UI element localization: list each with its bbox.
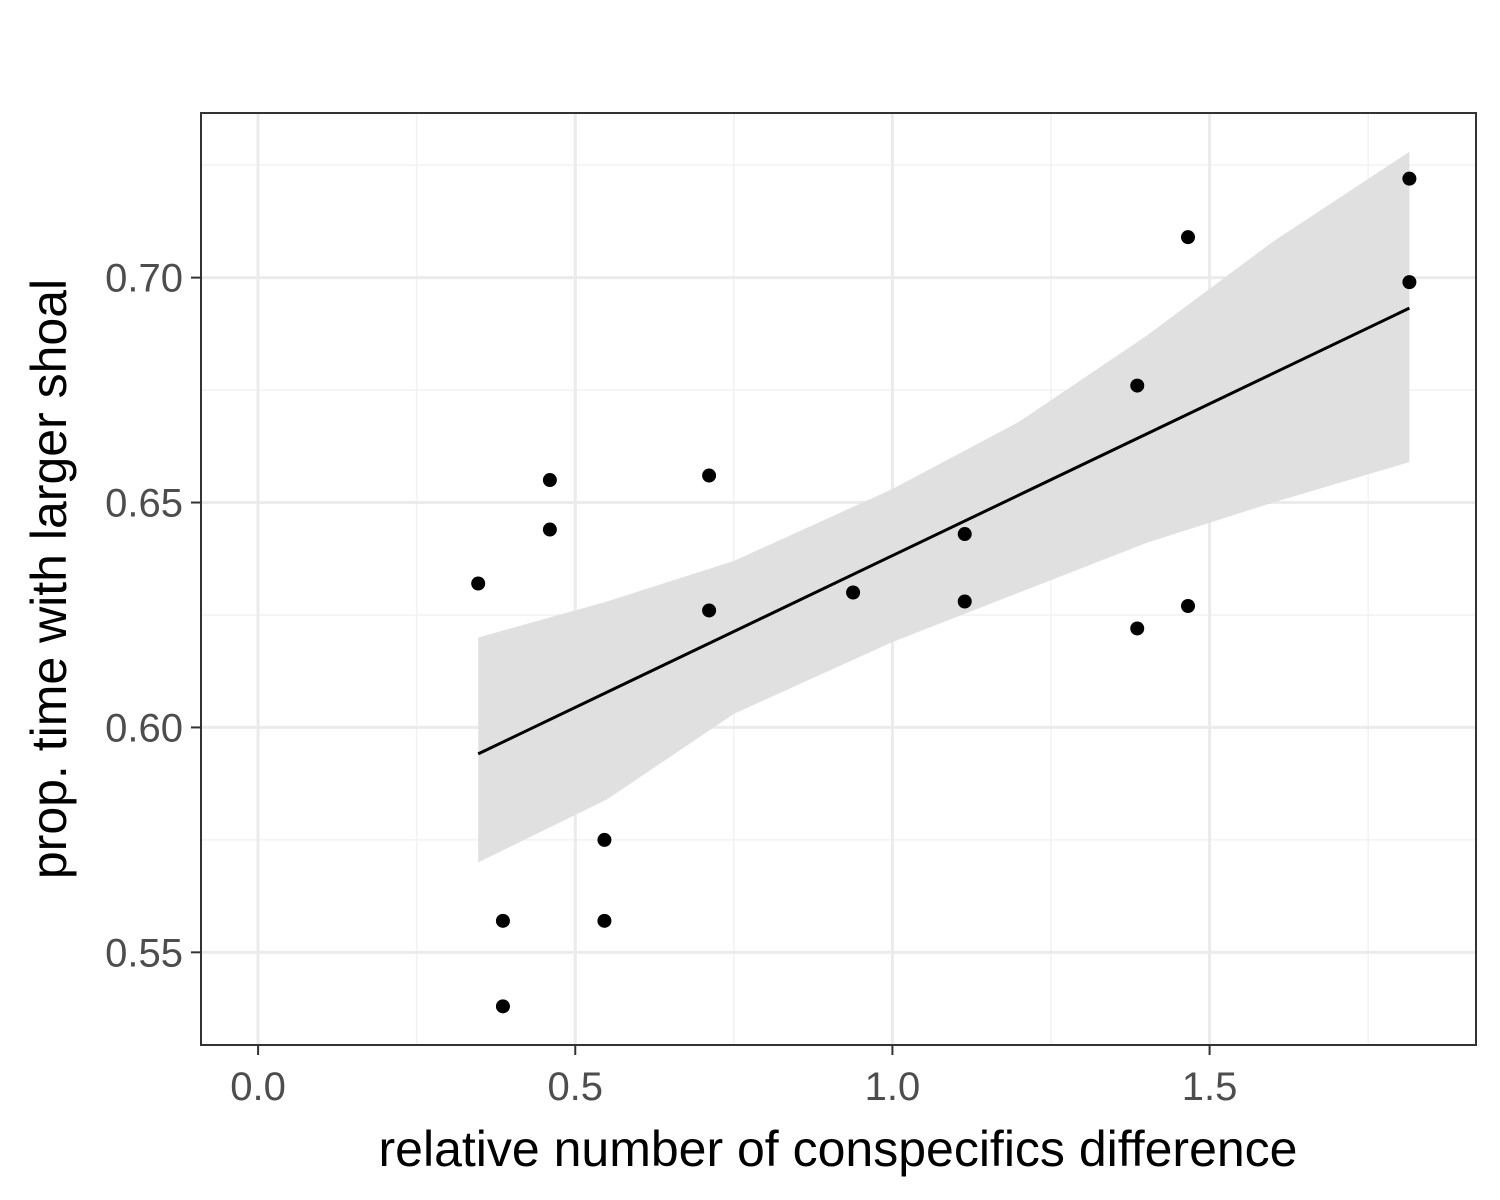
data-point [957, 594, 972, 609]
data-point [597, 832, 612, 847]
data-point [542, 473, 557, 488]
data-point [1181, 598, 1196, 613]
data-point [495, 913, 510, 928]
y-tick-label: 0.70 [105, 257, 183, 301]
x-axis: 0.0 0.5 1.0 1.5 [230, 1045, 1237, 1109]
x-axis-title: relative number of conspecifics differen… [379, 1121, 1298, 1177]
data-point [1402, 275, 1417, 290]
data-point [1130, 621, 1145, 636]
y-tick-label: 0.55 [105, 931, 183, 975]
data-point [1130, 378, 1145, 393]
data-point [495, 999, 510, 1014]
y-axis: 0.55 0.60 0.65 0.70 [105, 257, 201, 975]
y-axis-title: prop. time with larger shoal [21, 279, 77, 879]
data-points [471, 171, 1417, 1014]
data-point [957, 527, 972, 542]
panel-border [200, 112, 1477, 1046]
x-tick-label: 0.5 [547, 1065, 603, 1109]
data-point [597, 913, 612, 928]
data-point [1181, 230, 1196, 245]
x-tick-label: 1.0 [865, 1065, 921, 1109]
data-point [471, 576, 486, 591]
y-tick-label: 0.60 [105, 706, 183, 750]
x-tick-label: 1.5 [1182, 1065, 1238, 1109]
data-point [846, 585, 861, 600]
x-tick-label: 0.0 [230, 1065, 286, 1109]
data-point [542, 522, 557, 537]
data-point [702, 468, 717, 483]
regression-line [477, 306, 1411, 756]
y-tick-label: 0.65 [105, 482, 183, 526]
data-point [1402, 171, 1417, 186]
data-point [702, 603, 717, 618]
confidence-ribbon [478, 151, 1410, 863]
